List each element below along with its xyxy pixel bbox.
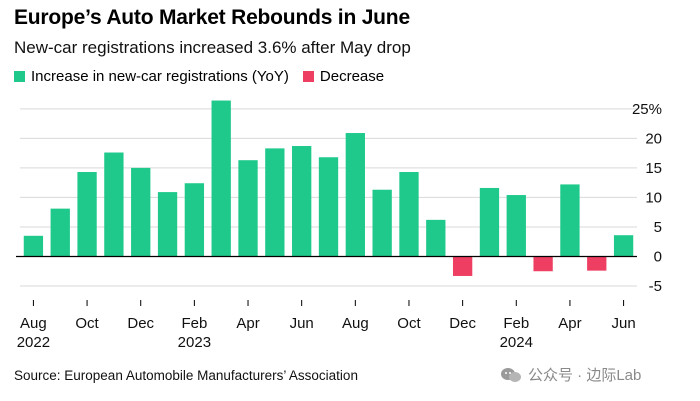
bar <box>238 160 258 257</box>
bar <box>292 146 312 257</box>
x-tick-label: Aug <box>20 315 47 332</box>
legend-label-decrease: Decrease <box>319 68 385 85</box>
bar <box>452 256 473 276</box>
bar <box>77 172 97 257</box>
x-tick-label: Oct <box>75 315 99 332</box>
legend-item-increase: Increase in new-car registrations (YoY) <box>14 68 289 85</box>
legend-item-decrease: Decrease <box>302 68 385 85</box>
x-tick-label: Aug <box>342 315 369 332</box>
bar <box>131 167 151 257</box>
bar <box>533 256 553 272</box>
x-tick-year-label: 2022 <box>17 334 50 351</box>
y-tick-label: 20 <box>645 130 662 147</box>
x-tick-label: Apr <box>236 315 259 332</box>
x-tick-label: Feb <box>503 315 529 332</box>
x-tick-label: Dec <box>127 315 154 332</box>
y-tick-label: 25% <box>632 101 662 118</box>
bar <box>479 187 500 257</box>
bar <box>265 148 285 257</box>
chart-subtitle: New-car registrations increased 3.6% aft… <box>14 38 411 57</box>
bar <box>50 208 70 257</box>
y-tick-label: 0 <box>654 248 662 265</box>
bar <box>345 133 365 257</box>
wechat-icon <box>501 367 521 382</box>
watermark-text: 公众号 · 边际Lab <box>528 367 642 384</box>
bar <box>23 235 44 257</box>
bar <box>399 172 419 257</box>
x-tick-label: Jun <box>611 315 635 332</box>
x-tick-label: Feb <box>181 315 207 332</box>
x-tick-label: Oct <box>397 315 421 332</box>
x-tick-label: Apr <box>558 315 581 332</box>
bar <box>613 235 634 257</box>
source-note: Source: European Automobile Manufacturer… <box>14 368 358 383</box>
bar <box>104 152 124 257</box>
y-tick-label: 5 <box>654 219 662 236</box>
bar <box>587 256 607 271</box>
x-tick-year-label: 2023 <box>178 334 211 351</box>
legend-label-increase: Increase in new-car registrations (YoY) <box>31 68 289 85</box>
bar <box>506 195 526 257</box>
bar <box>560 184 580 257</box>
y-tick-label: -5 <box>649 278 662 295</box>
legend-swatch-increase <box>14 71 25 82</box>
bar <box>426 219 446 257</box>
y-tick-label: 10 <box>645 189 662 206</box>
bar <box>372 189 392 257</box>
y-tick-label: 15 <box>645 160 662 177</box>
bar <box>318 157 339 257</box>
watermark: 公众号 · 边际Lab <box>500 364 641 385</box>
bar <box>184 183 205 257</box>
legend: Increase in new-car registrations (YoY) … <box>14 68 398 85</box>
bar <box>211 100 231 257</box>
x-tick-label: Jun <box>290 315 314 332</box>
chart-title: Europe’s Auto Market Rebounds in June <box>14 6 410 29</box>
legend-swatch-decrease <box>302 71 314 82</box>
x-tick-year-label: 2024 <box>500 334 533 351</box>
x-tick-label: Dec <box>449 315 476 332</box>
bar <box>157 192 178 257</box>
